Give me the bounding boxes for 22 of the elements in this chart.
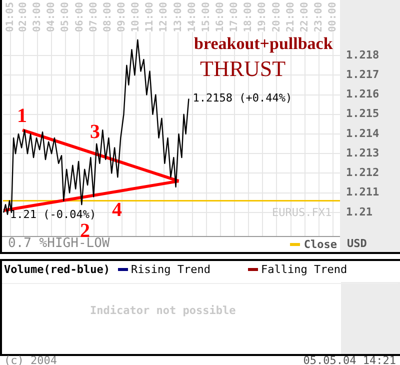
y-tick-label: 1.211 xyxy=(346,186,380,199)
y-axis-title: USD xyxy=(347,237,367,250)
annotation: 3 xyxy=(90,121,100,143)
legend-label: Falling Trend xyxy=(260,263,348,276)
chart-title: breakout+pullback xyxy=(194,34,333,54)
legend-label: Rising Trend xyxy=(130,263,212,276)
annotation: THRUST xyxy=(200,56,286,82)
y-tick-label: 1.214 xyxy=(346,126,380,140)
annotation: 1.2158 (+0.44%) xyxy=(192,92,292,105)
y-tick-label: 1.217 xyxy=(346,68,380,82)
annotation: 1.21 (-0.04%) xyxy=(10,208,96,221)
y-tick-label: 1.216 xyxy=(346,88,380,101)
y-tick-label: 1.218 xyxy=(346,48,380,62)
annotation: 1 xyxy=(17,105,27,127)
annotation: 4 xyxy=(112,199,122,221)
y-tick-label: 1.21 xyxy=(346,205,373,218)
text: 05.05.04 14:21 xyxy=(303,354,396,365)
legend-label: Close xyxy=(302,238,337,251)
text: Volume(red-blue) xyxy=(4,263,110,276)
y-tick-label: 1.215 xyxy=(346,107,380,120)
y-tick-label: 1.213 xyxy=(346,146,380,160)
y-tick-label: 1.212 xyxy=(346,166,380,180)
